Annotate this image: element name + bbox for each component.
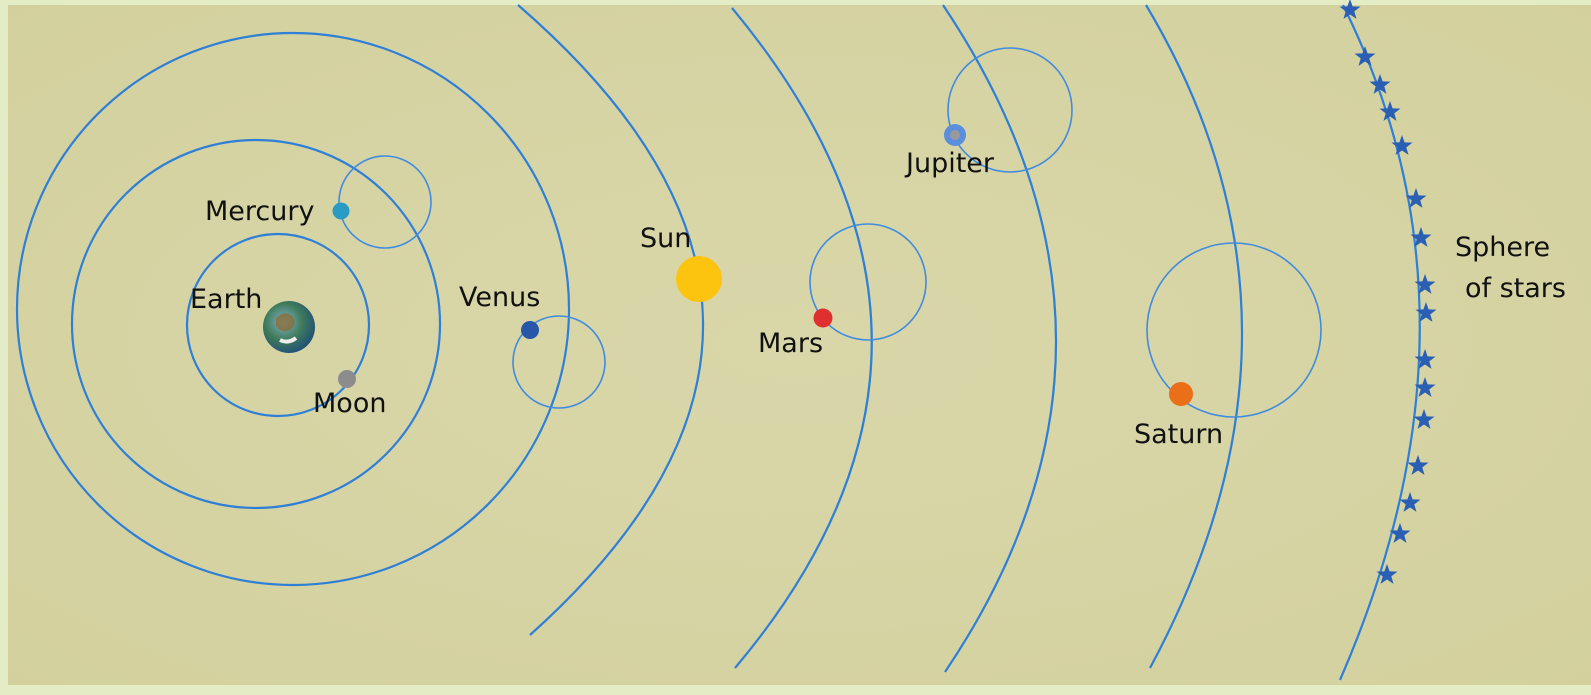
saturn — [1169, 382, 1193, 406]
sphere-label: of stars — [1465, 273, 1566, 304]
mercury — [333, 203, 350, 220]
earth-label: Earth — [190, 284, 262, 315]
jupiter-label: Jupiter — [904, 148, 995, 179]
saturn-label: Saturn — [1134, 419, 1223, 450]
moon — [338, 370, 356, 388]
jupiter-core — [950, 130, 960, 140]
moon-label: Moon — [313, 388, 386, 419]
venus-label: Venus — [459, 282, 540, 313]
sphere-label: Sphere — [1455, 232, 1550, 263]
mercury-label: Mercury — [205, 196, 314, 227]
mars-label: Mars — [758, 328, 823, 359]
geocentric-diagram: Mercury Earth Moon Venus Sun Mars Jupite… — [0, 0, 1591, 695]
page: Mercury Earth Moon Venus Sun Mars Jupite… — [0, 0, 1591, 695]
sun-label: Sun — [640, 223, 691, 254]
sun — [676, 256, 722, 302]
venus — [521, 321, 539, 339]
mars — [814, 309, 833, 328]
